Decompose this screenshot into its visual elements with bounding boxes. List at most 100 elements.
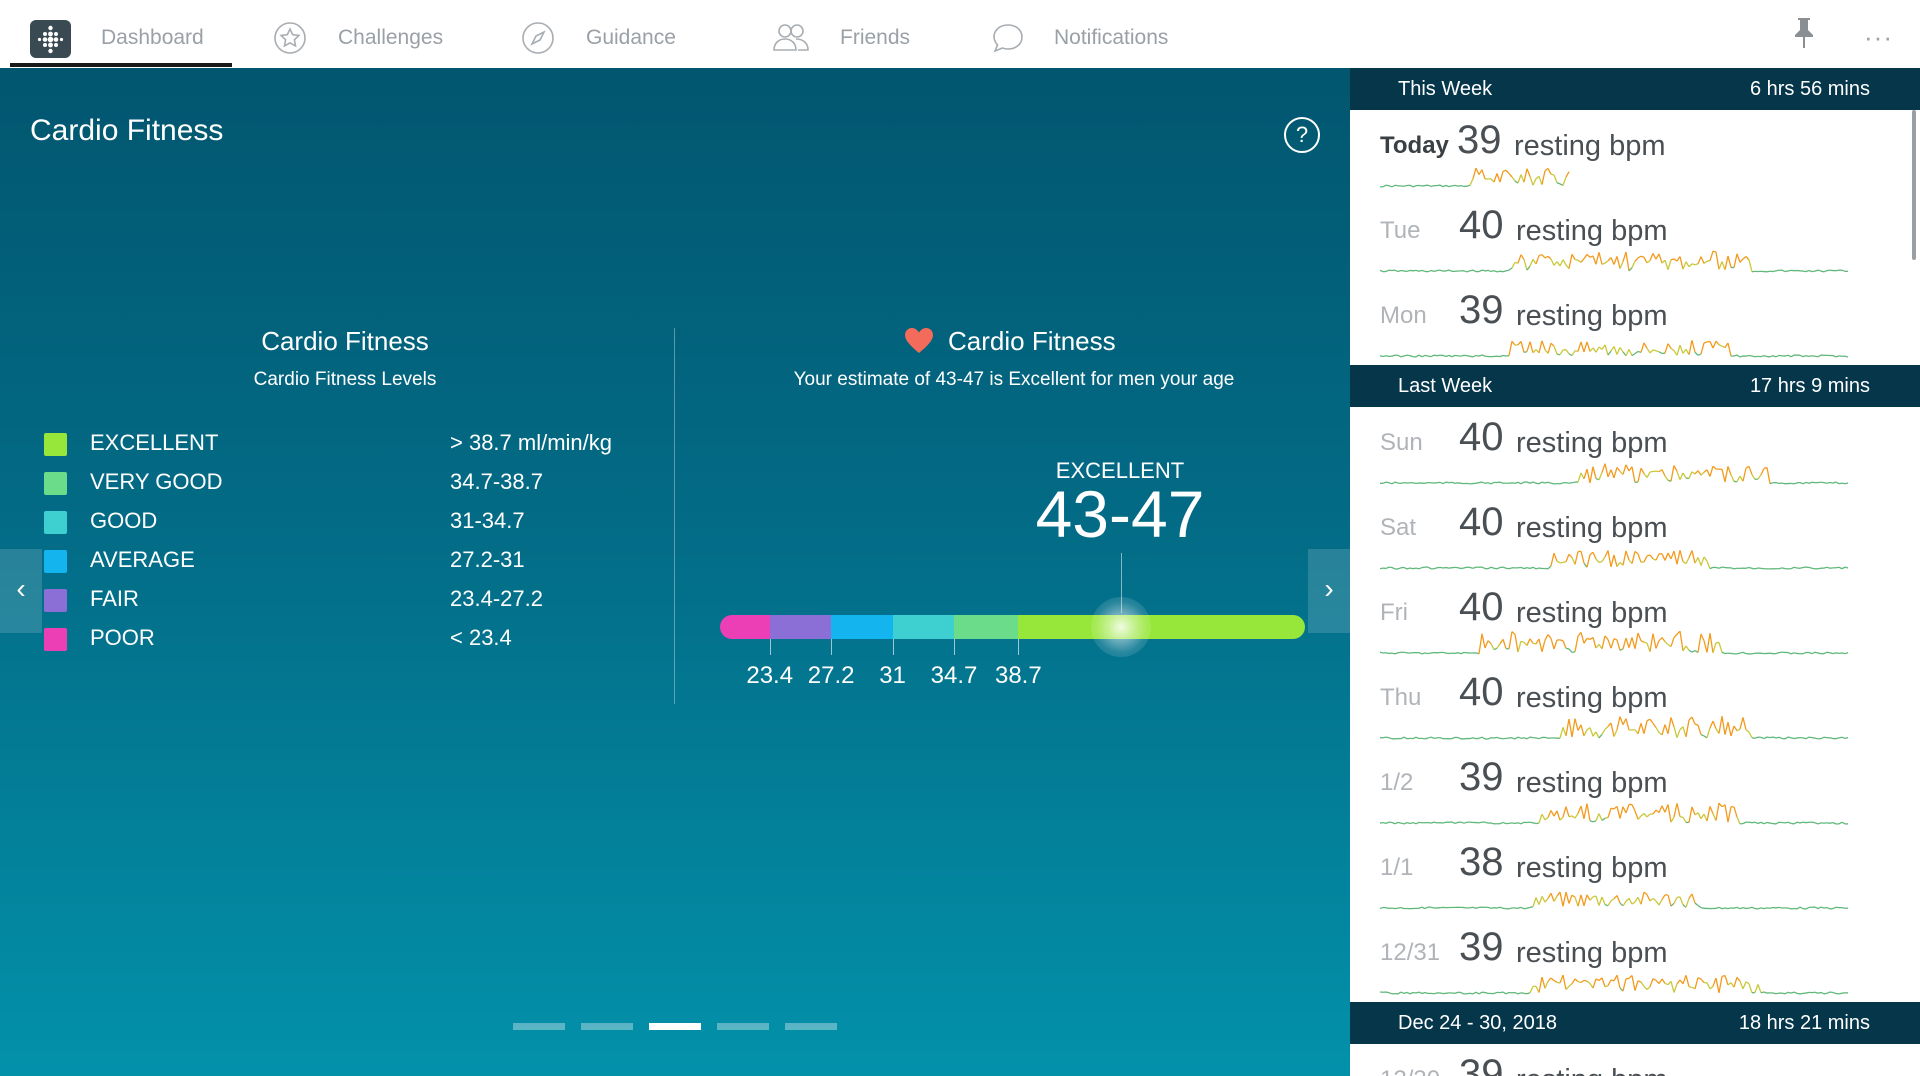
sparkline-segment: [1610, 979, 1615, 982]
next-slide-button[interactable]: ›: [1308, 549, 1350, 633]
sparkline-segment: [1526, 481, 1531, 484]
tab-guidance[interactable]: Guidance: [518, 0, 718, 68]
sparkline-segment: [1478, 269, 1483, 273]
sparkline-segment: [1724, 722, 1729, 735]
sparkline-segment: [1775, 652, 1780, 655]
tab-guidance-label: Guidance: [586, 26, 676, 49]
sparkline-segment: [1604, 463, 1609, 477]
sparkline-segment: [1496, 736, 1501, 739]
legend-swatch: [44, 550, 67, 573]
day-row[interactable]: Sun 40 resting bpm: [1350, 407, 1910, 492]
sparkline-segment: [1817, 991, 1822, 994]
page-dot[interactable]: [513, 1023, 565, 1030]
sparkline-segment: [1469, 992, 1474, 995]
sparkline-segment: [1796, 992, 1801, 995]
sparkline-segment: [1700, 978, 1705, 983]
sparkline-segment: [1817, 652, 1822, 655]
help-icon[interactable]: ?: [1284, 117, 1320, 153]
sparkline-segment: [1511, 737, 1516, 740]
sparkline-segment: [1649, 978, 1654, 987]
sparkline-segment: [1478, 821, 1483, 824]
day-row[interactable]: Today 39 resting bpm: [1350, 110, 1910, 195]
day-row[interactable]: Tue 40 resting bpm: [1350, 195, 1910, 280]
sparkline-segment: [1478, 354, 1483, 357]
sparkline-segment: [1391, 481, 1396, 485]
sparkline-segment: [1385, 991, 1390, 994]
sparkline-segment: [1775, 821, 1780, 825]
sparkline-segment: [1790, 652, 1795, 655]
sparkline-segment: [1793, 737, 1798, 740]
sparkline-segment: [1496, 270, 1501, 273]
sparkline-segment: [1529, 638, 1534, 644]
sparkline-segment: [1427, 652, 1432, 655]
sparkline-segment: [1523, 168, 1528, 183]
page-dot[interactable]: [649, 1023, 701, 1030]
day-row[interactable]: Sat 40 resting bpm: [1350, 492, 1910, 577]
previous-slide-button[interactable]: ‹: [0, 549, 42, 633]
sparkline-segment: [1382, 736, 1387, 739]
sparkline-segment: [1529, 986, 1534, 994]
sparkline-segment: [1805, 269, 1810, 273]
sparkline-segment: [1688, 986, 1693, 988]
page-dot[interactable]: [717, 1023, 769, 1030]
page-dot[interactable]: [785, 1023, 837, 1030]
tab-notifications[interactable]: Notifications: [988, 0, 1188, 68]
sparkline-segment: [1400, 269, 1405, 272]
sparkline-segment: [1592, 731, 1597, 737]
star-badge-icon: [272, 20, 308, 56]
sparkline-segment: [1380, 269, 1384, 273]
sparkline-segment: [1664, 343, 1669, 354]
sparkline-segment: [1553, 895, 1558, 902]
sparkline-segment: [1517, 736, 1522, 739]
sparkline-segment: [1661, 724, 1666, 736]
sparkline-segment: [1706, 633, 1711, 653]
tab-friends[interactable]: Friends: [768, 0, 938, 68]
sparkline-segment: [1691, 806, 1696, 816]
sparkline-segment: [1418, 906, 1423, 909]
sparkline-segment: [1526, 567, 1531, 570]
sparkline-segment: [1664, 804, 1669, 813]
sparkline-segment: [1604, 344, 1609, 356]
day-row[interactable]: 12/30 39 resting bpm: [1350, 1044, 1910, 1076]
tab-dashboard[interactable]: Dashboard: [0, 0, 232, 68]
day-row[interactable]: Fri 40 resting bpm: [1350, 577, 1910, 662]
sparkline-segment: [1790, 991, 1795, 994]
sparkline-segment: [1565, 482, 1570, 484]
tab-challenges[interactable]: Challenges: [270, 0, 470, 68]
sparkline-segment: [1400, 822, 1405, 825]
sparkline-segment: [1550, 893, 1555, 902]
pin-icon[interactable]: [1790, 16, 1818, 50]
bpm-value: 40: [1459, 203, 1504, 247]
sparkline-segment: [1574, 350, 1579, 352]
sparkline-segment: [1679, 631, 1684, 651]
estimate-marker: [1090, 597, 1151, 657]
sparkline-segment: [1406, 822, 1411, 825]
sparkline-segment: [1736, 354, 1741, 358]
legend-name: FAIR: [90, 586, 139, 611]
sparkline-segment: [1667, 804, 1672, 823]
page-dot[interactable]: [581, 1023, 633, 1030]
more-options-icon[interactable]: ···: [1864, 22, 1893, 52]
sparkline-segment: [1481, 481, 1486, 484]
day-row[interactable]: 12/31 39 resting bpm: [1350, 917, 1910, 1002]
sparkline-segment: [1535, 567, 1540, 570]
sparkline-segment: [1700, 556, 1705, 566]
sparkline-segment: [1775, 736, 1780, 739]
day-row[interactable]: Mon 39 resting bpm: [1350, 280, 1910, 365]
sparkline-segment: [1427, 566, 1432, 570]
sparkline-segment: [1742, 981, 1747, 990]
sparkline-segment: [1658, 805, 1663, 813]
sparkline-segment: [1433, 567, 1438, 570]
scrollbar[interactable]: [1912, 110, 1916, 260]
sparkline-segment: [1697, 977, 1702, 980]
day-row[interactable]: 1/2 39 resting bpm: [1350, 747, 1910, 832]
sparkline-segment: [1697, 724, 1702, 735]
day-row[interactable]: 1/1 38 resting bpm: [1350, 832, 1910, 917]
sparkline-segment: [1505, 991, 1510, 995]
day-row[interactable]: Thu 40 resting bpm: [1350, 662, 1910, 747]
sparkline-segment: [1586, 637, 1591, 641]
legend-name: VERY GOOD: [90, 469, 223, 494]
sparkline-segment: [1511, 631, 1516, 635]
sparkline-segment: [1733, 977, 1738, 988]
sparkline-segment: [1457, 652, 1462, 655]
